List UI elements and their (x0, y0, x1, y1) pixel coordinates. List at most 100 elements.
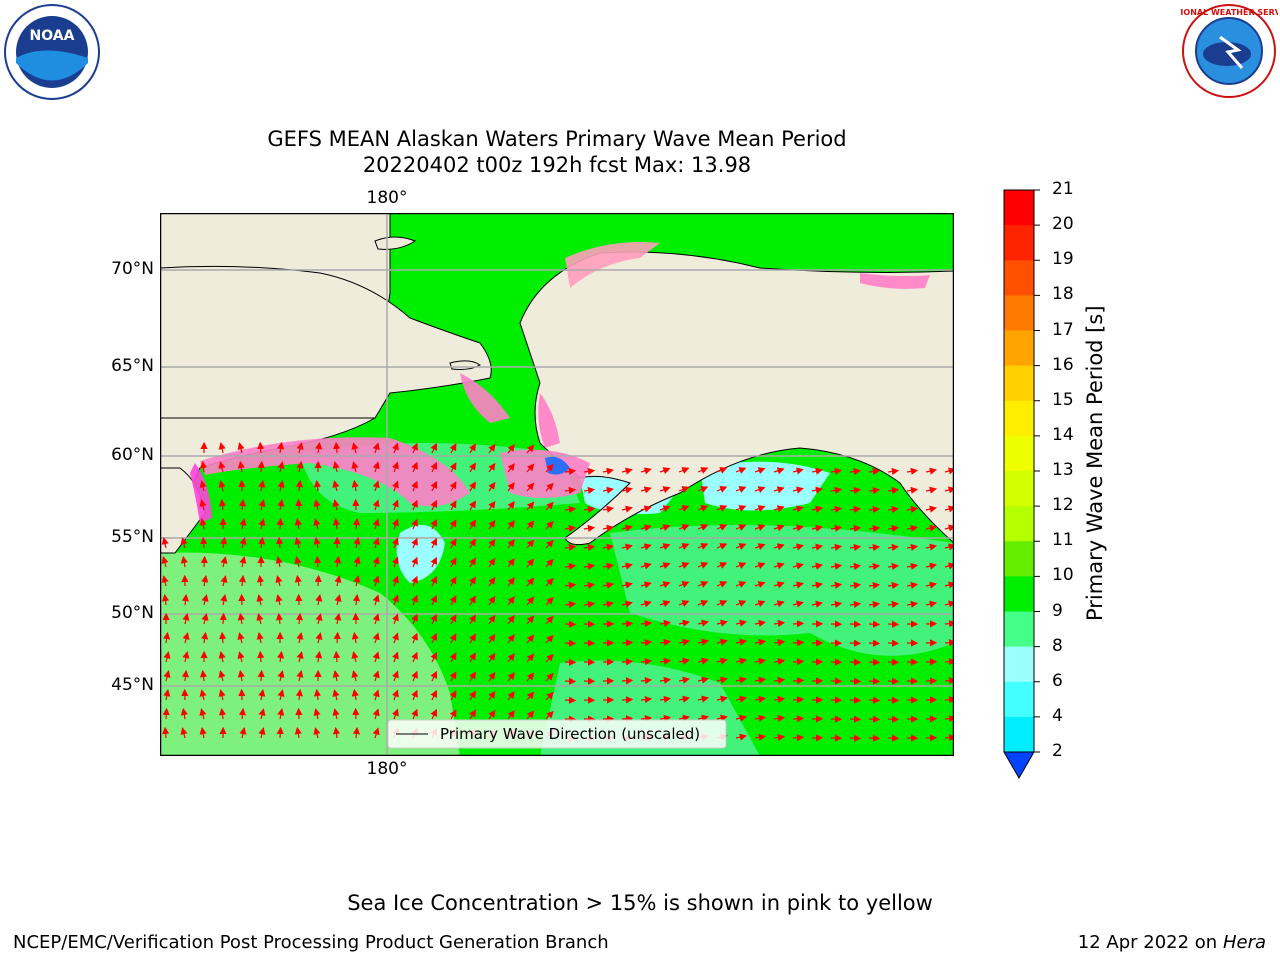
wave-arrow (315, 650, 323, 663)
wave-arrow (887, 505, 900, 514)
wave-arrow (430, 670, 437, 682)
noaa-logo: NOAA (3, 3, 101, 101)
wave-arrow (488, 633, 496, 644)
wave-arrow (678, 695, 690, 703)
wave-arrow (811, 600, 823, 608)
wave-arrow (411, 499, 418, 511)
wave-arrow (716, 581, 728, 588)
wave-arrow (545, 501, 554, 511)
wave-arrow (469, 538, 476, 549)
wave-arrow (277, 480, 285, 492)
wave-arrow (849, 562, 862, 571)
wave-arrow (754, 733, 766, 741)
wave-arrow (218, 461, 226, 473)
wave-arrow (716, 657, 728, 665)
wave-arrow (621, 715, 634, 723)
wave-arrow (430, 480, 437, 492)
wave-arrow (526, 539, 535, 549)
wave-arrow (239, 727, 247, 739)
wave-arrow (830, 600, 843, 608)
wave-arrow (294, 574, 302, 587)
colorbar-segment (1004, 260, 1034, 296)
wave-arrow (277, 708, 285, 720)
wave-arrow (219, 612, 227, 625)
wave-arrow (392, 537, 399, 549)
ocean-light-green-sw (160, 552, 460, 756)
wave-arrow (697, 638, 709, 646)
wave-arrow (621, 543, 633, 551)
wave-arrow (275, 575, 283, 587)
wave-arrow (754, 600, 766, 608)
wave-arrow (430, 613, 437, 625)
wave-arrow (449, 614, 457, 625)
wave-arrow (754, 676, 766, 684)
wave-arrow (754, 581, 766, 589)
wave-arrow (372, 537, 380, 549)
wave-arrow (792, 543, 804, 551)
wave-arrow (659, 486, 671, 494)
wave-arrow (868, 467, 881, 476)
wave-arrow (200, 536, 208, 549)
wave-arrow (887, 581, 900, 590)
wave-arrow (716, 619, 728, 627)
wave-arrow (296, 670, 304, 682)
lat-label-55: 55°N (111, 527, 154, 547)
wave-arrow (887, 543, 900, 552)
lat-label-50: 50°N (111, 603, 154, 623)
wave-arrow (488, 709, 496, 720)
wave-arrow (372, 556, 380, 568)
wave-arrow (564, 600, 577, 609)
wave-arrow (430, 594, 437, 606)
wave-arrow (564, 696, 577, 704)
wave-arrow (237, 612, 245, 625)
wave-arrow (258, 499, 266, 511)
wave-arrow (545, 520, 554, 530)
colorbar-segment (1004, 330, 1034, 367)
colorbar-segment (1004, 716, 1034, 753)
wave-arrow (372, 461, 380, 473)
colorbar-tick-label: 11 (1052, 530, 1074, 551)
wave-arrow (507, 558, 515, 568)
svg-text:NOAA: NOAA (30, 28, 75, 44)
wave-arrow (392, 575, 399, 587)
wave-arrow (792, 600, 804, 608)
wave-arrow (353, 537, 361, 549)
wave-arrow (313, 499, 321, 511)
colorbar-tick-label: 4 (1052, 705, 1063, 726)
wave-arrow (830, 486, 843, 494)
wave-arrow (735, 676, 747, 684)
wave-arrow (201, 594, 209, 606)
wave-arrow (564, 543, 577, 552)
wave-arrow (313, 479, 322, 492)
colorbar (1000, 186, 1040, 786)
wave-arrow (257, 441, 265, 454)
wave-arrow (313, 537, 321, 549)
wave-arrow (277, 441, 285, 454)
wave-arrow (372, 613, 380, 625)
wave-arrow (430, 461, 437, 473)
wave-arrow (180, 707, 188, 720)
wave-arrow (392, 499, 399, 511)
wave-arrow (735, 714, 747, 722)
wave-arrow (545, 463, 554, 473)
wave-arrow (430, 556, 437, 568)
wave-arrow (697, 581, 709, 588)
wave-arrow (294, 517, 302, 530)
wave-arrow (659, 600, 671, 608)
wave-arrow (602, 562, 614, 570)
wave-arrow (735, 657, 747, 665)
wave-arrow (392, 689, 399, 701)
wave-arrow (792, 562, 804, 570)
wave-arrow (640, 676, 653, 685)
wave-arrow (773, 467, 785, 475)
wave-arrow (294, 537, 302, 549)
wave-arrow (868, 658, 881, 666)
wave-arrow (773, 562, 785, 570)
wave-arrow (372, 480, 380, 492)
wave-arrow (488, 443, 496, 454)
wave-arrow (887, 467, 900, 476)
wave-arrow (925, 524, 937, 532)
wave-arrow (659, 657, 672, 665)
wave-arrow (219, 631, 227, 644)
wave-arrow (849, 486, 862, 495)
